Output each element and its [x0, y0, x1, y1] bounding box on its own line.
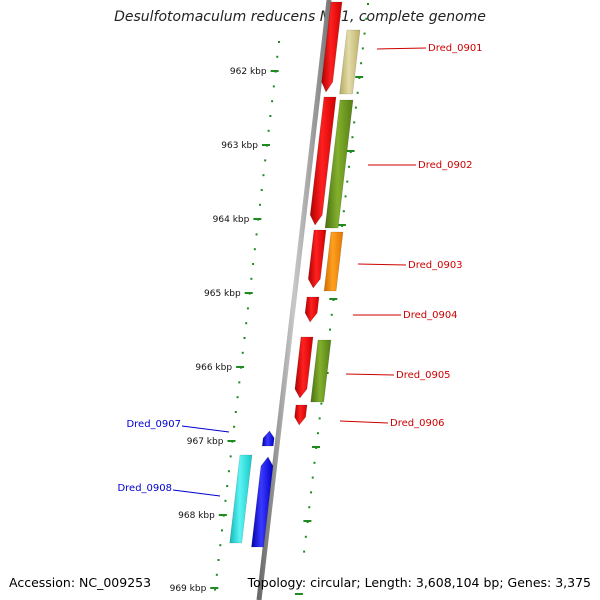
leader-line	[345, 373, 395, 376]
accession-text: Accession: NC_009253	[9, 575, 152, 590]
gene-arrow-dred_0906[interactable]	[294, 404, 308, 426]
leader-line	[376, 47, 427, 50]
gene-label-text[interactable]: Dred_0903	[408, 260, 463, 271]
gene-label-text[interactable]: Dred_0905	[396, 370, 451, 381]
gene-arrow-dred_0908[interactable]	[251, 456, 274, 548]
genome-summary: Topology: circular; Length: 3,608,104 bp…	[247, 575, 591, 590]
genome-backbone	[256, 0, 332, 600]
kbp-label: 965 kbp	[204, 289, 241, 299]
gene-label-text[interactable]: Dred_0902	[418, 160, 473, 171]
gene-arrow-dred_0903[interactable]	[307, 229, 327, 289]
kbp-label: 966 kbp	[195, 363, 232, 373]
kbp-label: 968 kbp	[178, 511, 215, 521]
gene-arrow-dred_0904[interactable]	[304, 296, 320, 323]
gene-features[interactable]	[229, 1, 361, 548]
gene-label-text[interactable]: Dred_0906	[390, 418, 445, 429]
feature-bar-dred_0902[interactable]	[324, 99, 354, 229]
gene-arrow-dred_0902[interactable]	[309, 96, 337, 226]
gene-label-text[interactable]: Dred_0904	[403, 310, 458, 321]
gene-label-dred_0901[interactable]: Dred_0901	[376, 43, 483, 54]
kbp-label: 969 kbp	[170, 584, 207, 594]
kbp-label: 963 kbp	[221, 141, 258, 151]
leader-line	[172, 489, 221, 497]
gene-arrow-dred_0901[interactable]	[321, 1, 343, 93]
kbp-label: 967 kbp	[187, 437, 224, 447]
feature-bar-dred_0901[interactable]	[339, 29, 361, 95]
feature-bar-dred_0903[interactable]	[323, 231, 344, 292]
feature-bar-dred_0908[interactable]	[229, 454, 253, 544]
gene-label-dred_0904[interactable]: Dred_0904	[353, 310, 458, 321]
kbp-label: 964 kbp	[213, 215, 250, 225]
gene-label-dred_0907[interactable]: Dred_0907	[126, 419, 230, 433]
gene-label-text[interactable]: Dred_0901	[428, 43, 483, 54]
kbp-scale: 962 kbp 963 kbp 964 kbp 965 kbp 966 kbp 967 k…	[170, 3, 369, 595]
gene-arrow-dred_0905[interactable]	[294, 336, 314, 399]
gene-label-dred_0902[interactable]: Dred_0902	[368, 160, 473, 171]
gene-labels[interactable]: Dred_0901 Dred_0902 Dred_0903 Dred_0904 Dred…	[117, 43, 483, 497]
gene-label-text[interactable]: Dred_0908	[117, 483, 172, 494]
kbp-label: 962 kbp	[230, 67, 267, 77]
gene-label-dred_0908[interactable]: Dred_0908	[117, 483, 221, 497]
gene-label-dred_0906[interactable]: Dred_0906	[339, 418, 445, 429]
gene-label-text[interactable]: Dred_0907	[126, 419, 181, 430]
leader-line	[357, 263, 407, 266]
leader-line	[181, 425, 230, 433]
leader-line	[339, 420, 389, 424]
gene-arrow-dred_0907[interactable]	[261, 430, 275, 447]
gene-label-dred_0903[interactable]: Dred_0903	[357, 260, 463, 271]
map-title: Desulfotomaculum reducens MI-1, complete…	[114, 9, 486, 25]
feature-bar-dred_0905[interactable]	[310, 339, 332, 403]
gene-label-dred_0905[interactable]: Dred_0905	[345, 370, 451, 381]
